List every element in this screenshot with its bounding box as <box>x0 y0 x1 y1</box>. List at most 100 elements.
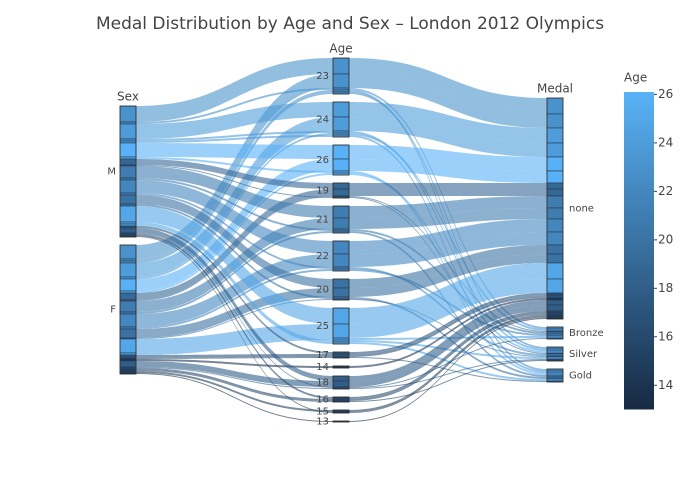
ribbon <box>136 222 333 342</box>
category-segment <box>332 380 350 388</box>
category-label: 16 <box>316 395 329 406</box>
ribbon <box>136 133 333 279</box>
ribbon <box>136 204 333 299</box>
category-segment <box>119 138 137 142</box>
ribbon <box>136 368 333 401</box>
ribbon <box>349 232 547 267</box>
colorbar-tick-label: 22 <box>658 184 673 198</box>
colorbar-tick-label: 14 <box>658 378 673 392</box>
category-segment <box>119 179 137 194</box>
category-segment <box>332 182 350 190</box>
category-label: Silver <box>569 349 598 360</box>
category-segment <box>546 218 564 233</box>
ribbon <box>349 318 547 422</box>
category-block <box>119 105 137 238</box>
category-segment <box>546 253 564 264</box>
category-segment <box>332 217 350 230</box>
ribbon <box>349 299 547 357</box>
category-segment <box>119 338 137 354</box>
category-segment <box>332 132 350 136</box>
category-segment <box>546 231 564 246</box>
ribbon <box>136 165 333 198</box>
ribbon <box>136 354 333 358</box>
ribbon <box>136 74 333 259</box>
ribbon <box>349 300 547 381</box>
category-label: none <box>569 204 594 215</box>
category-segment <box>546 304 564 312</box>
category-segment <box>119 194 137 205</box>
category-block <box>332 396 350 403</box>
category-label: F <box>110 305 116 316</box>
category-block <box>332 205 350 234</box>
ribbon <box>136 370 333 402</box>
ribbon <box>136 193 333 269</box>
ribbon <box>349 315 547 412</box>
colorbar-tick-label: 26 <box>658 87 673 101</box>
category-label: 24 <box>316 115 329 126</box>
ribbon <box>349 342 547 381</box>
category-segment <box>119 360 137 368</box>
ribbon <box>136 143 333 159</box>
category-block <box>332 307 350 345</box>
category-segment <box>119 328 137 339</box>
category-label: 21 <box>316 215 329 226</box>
category-block <box>546 368 564 383</box>
category-block <box>332 240 350 272</box>
category-segment <box>332 307 350 325</box>
ribbons <box>136 58 547 422</box>
category-segment <box>119 292 137 301</box>
category-segment <box>546 188 564 197</box>
ribbon <box>136 228 333 381</box>
category-segment <box>119 300 137 313</box>
ribbon <box>349 117 547 157</box>
category-block <box>332 101 350 138</box>
colorbar-tick-label: 16 <box>658 329 673 343</box>
ribbon <box>349 159 547 183</box>
ribbon <box>136 373 333 422</box>
ribbon <box>349 311 547 399</box>
colorbar-tick-label: 24 <box>658 135 673 149</box>
ribbon <box>136 92 333 263</box>
ribbon <box>136 234 333 399</box>
category-segment <box>332 375 350 382</box>
category-label: 15 <box>316 407 329 418</box>
category-block <box>332 278 350 301</box>
category-label: M <box>107 167 116 178</box>
colorbar-tick-label: 18 <box>658 281 673 295</box>
ribbon <box>136 159 333 189</box>
ribbon <box>136 269 333 329</box>
category-block <box>546 97 564 320</box>
ribbon <box>349 305 547 387</box>
chart-title: Medal Distribution by Age and Sex – Lond… <box>96 14 604 34</box>
category-segment <box>546 244 564 255</box>
category-block <box>546 326 564 340</box>
category-label: 14 <box>316 362 329 373</box>
ribbon <box>136 299 333 339</box>
category-segment <box>119 121 137 125</box>
category-label: 20 <box>316 285 329 296</box>
category-segment <box>332 130 350 134</box>
category-block <box>332 365 350 369</box>
category-segment <box>546 294 564 299</box>
ribbon <box>349 102 547 143</box>
category-label: 18 <box>316 378 329 389</box>
dimension-label: Sex <box>117 90 139 104</box>
category-segment <box>332 287 350 298</box>
category-segment <box>119 156 137 160</box>
category-segment <box>332 240 350 255</box>
ribbon <box>349 229 547 334</box>
category-segment <box>332 89 350 93</box>
category-segment <box>332 253 350 268</box>
ribbon <box>136 226 333 354</box>
category-segment <box>546 156 564 172</box>
category-label: 26 <box>316 155 329 166</box>
category-segment <box>119 225 137 229</box>
colorbar-tick-label: 20 <box>658 232 673 246</box>
category-segment <box>119 123 137 140</box>
category-label: 19 <box>316 186 329 197</box>
category-segment <box>119 227 137 234</box>
ribbon <box>136 357 333 359</box>
colorbar-title: Age <box>624 71 647 85</box>
category-block <box>332 409 350 414</box>
